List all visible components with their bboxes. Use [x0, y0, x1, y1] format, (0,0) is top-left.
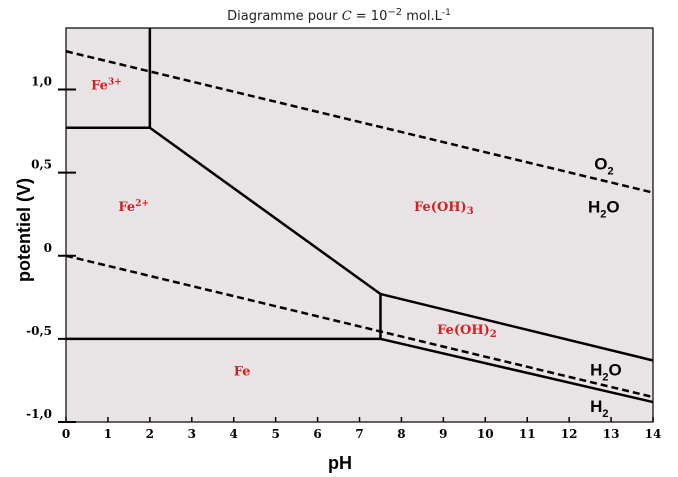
x-tick-label: 6: [313, 427, 321, 441]
species-label: Fe2+: [118, 199, 149, 215]
y-tick-label: 0: [44, 241, 52, 255]
y-axis-label: potentiel (V): [14, 178, 34, 282]
x-tick-label: 14: [645, 427, 662, 441]
title-unit-exponent: -1: [442, 8, 451, 18]
x-tick-label: 3: [188, 427, 196, 441]
x-axis-label: pH: [328, 453, 352, 473]
y-tick-label: -1,0: [26, 407, 52, 421]
title-equals: = 10: [352, 9, 388, 24]
water-species-label: H2O: [590, 360, 622, 383]
species-label: Fe(OH)2: [437, 323, 497, 340]
species-label: Fe: [234, 364, 251, 379]
water-species-label: H2O: [588, 198, 620, 221]
species-label: Fe(OH)3: [414, 200, 474, 217]
x-tick-label: 1: [104, 427, 112, 441]
x-tick-label: 11: [519, 427, 536, 441]
water-line-h2o-h2: [65, 254, 654, 399]
y-tick-label: 0,5: [31, 158, 52, 172]
boundary-line-6: [380, 337, 654, 404]
y-tick-label: 1,0: [31, 75, 52, 89]
x-tick-label: 9: [439, 427, 447, 441]
title-exponent: −2: [387, 7, 402, 18]
x-tick-label: 2: [146, 427, 154, 441]
x-tick-label: 4: [230, 427, 238, 441]
title-variable: C: [342, 9, 352, 24]
x-tick-label: 0: [62, 427, 70, 441]
x-tick-label: 7: [355, 427, 363, 441]
x-tick-label: 8: [397, 427, 405, 441]
species-labels: Fe3+ Fe2+ Fe(OH)3 Fe(OH)2 Fe: [91, 78, 497, 380]
chart-title: Diagramme pour C = 10−2 mol.L-1: [227, 7, 451, 24]
x-tick-label: 5: [271, 427, 279, 441]
boundary-line-2: [149, 126, 382, 296]
title-unit: mol.L: [402, 9, 442, 24]
boundary-lines: [66, 28, 654, 404]
x-tick-label: 10: [477, 427, 494, 441]
water-species-label: O2: [594, 154, 613, 177]
x-tick-label: 13: [603, 427, 620, 441]
y-axis-ticks: 1,0 0,5 0 -0,5 -1,0: [26, 75, 76, 423]
species-label: Fe3+: [91, 78, 122, 94]
x-axis-ticks: 0 1 2 3 4 5 6 7 8 9 10 11 12 13 14: [62, 417, 662, 441]
boundary-line-5: [380, 292, 654, 362]
plot-area: [65, 27, 654, 423]
water-species-label: H2: [590, 397, 608, 420]
water-stability-lines: [65, 50, 654, 399]
water-labels: O2 H2O H2O H2: [588, 154, 622, 420]
title-prefix: Diagramme pour: [227, 9, 342, 24]
water-line-o2-h2o: [65, 50, 654, 194]
x-tick-label: 12: [561, 427, 578, 441]
y-tick-label: -0,5: [26, 324, 52, 338]
